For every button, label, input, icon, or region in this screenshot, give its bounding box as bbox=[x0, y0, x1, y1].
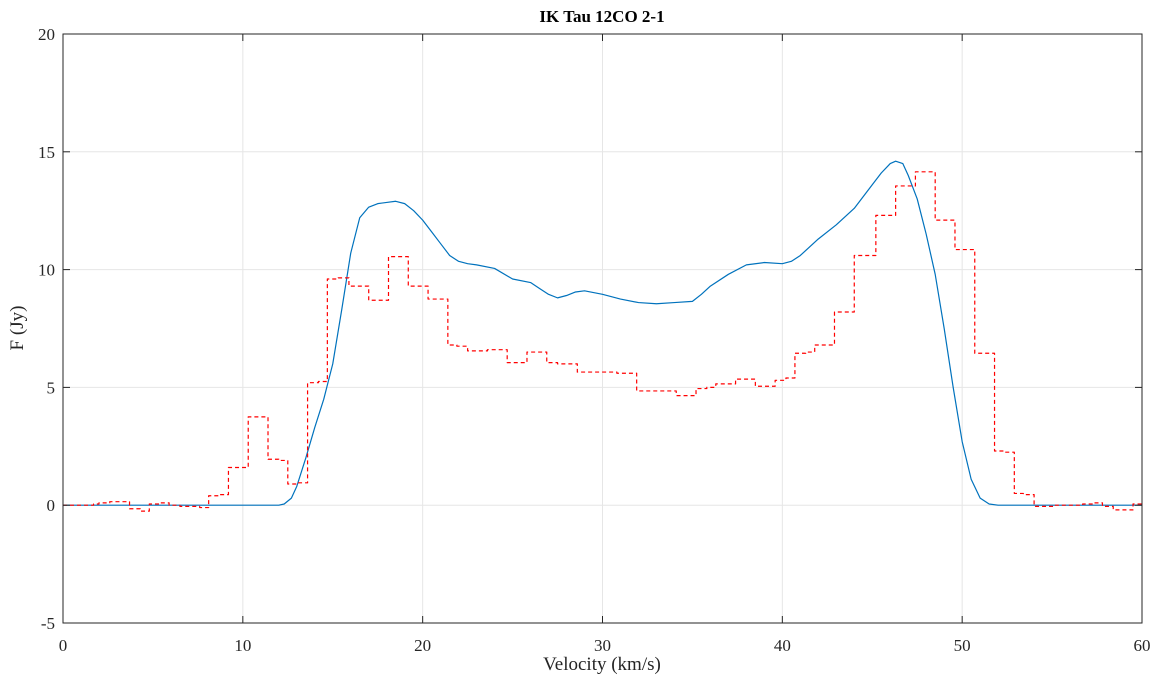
observed-step-series bbox=[63, 171, 1143, 512]
x-tick-label: 30 bbox=[594, 636, 611, 655]
y-tick-label: 20 bbox=[38, 25, 55, 44]
series-layer bbox=[63, 160, 1143, 512]
x-axis-title: Velocity (km/s) bbox=[543, 654, 661, 675]
y-tick-label: 15 bbox=[38, 143, 55, 162]
y-tick-label: 0 bbox=[47, 496, 56, 515]
y-tick-label: 5 bbox=[47, 378, 56, 397]
x-tick-label: 40 bbox=[774, 636, 791, 655]
x-tick-label: 60 bbox=[1134, 636, 1151, 655]
model-line-series bbox=[63, 160, 1142, 506]
x-tick-label: 0 bbox=[59, 636, 68, 655]
x-tick-label: 10 bbox=[234, 636, 251, 655]
x-tick-label: 50 bbox=[954, 636, 971, 655]
y-axis-title: F (Jy) bbox=[7, 306, 28, 351]
x-tick-label: 20 bbox=[414, 636, 431, 655]
chart-title: IK Tau 12CO 2-1 bbox=[539, 7, 664, 26]
y-tick-label: 10 bbox=[38, 261, 55, 280]
y-tick-label: -5 bbox=[41, 614, 55, 633]
